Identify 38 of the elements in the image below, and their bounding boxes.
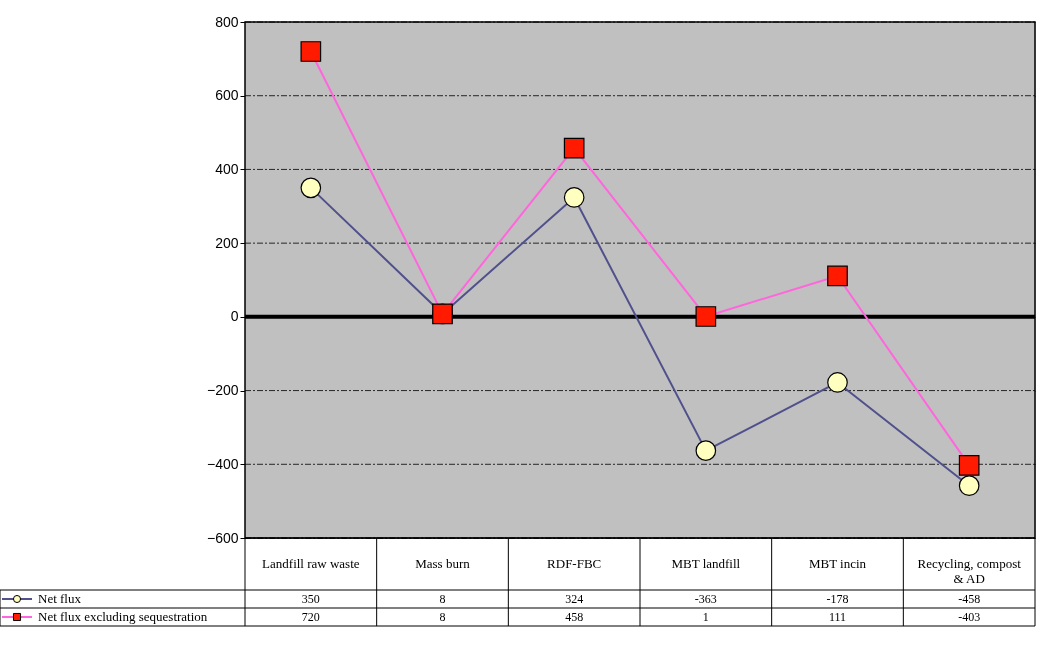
data-label: 8 xyxy=(439,610,446,624)
data-label: 720 xyxy=(301,610,320,624)
point xyxy=(300,177,322,199)
x-tick-label: MBT incin xyxy=(808,556,867,571)
data-label: -363 xyxy=(694,592,717,606)
point xyxy=(695,306,717,327)
point xyxy=(827,265,848,287)
x-tick-label: Recycling, compost & AD xyxy=(917,556,1022,586)
point xyxy=(958,475,980,496)
point xyxy=(563,137,585,159)
y-tick-label: 600 xyxy=(215,87,239,104)
point xyxy=(958,455,980,476)
point xyxy=(563,187,585,208)
x-tick-label: Mass burn xyxy=(415,556,471,571)
point xyxy=(300,41,322,62)
point xyxy=(827,372,848,393)
data-label: -458 xyxy=(958,592,981,606)
y-tick-label: −200 xyxy=(206,382,239,399)
x-tick-label: MBT landfill xyxy=(671,556,741,571)
data-label: 8 xyxy=(439,592,446,606)
y-tick-label: 200 xyxy=(215,234,239,251)
x-tick-label: RDF-FBC xyxy=(547,556,602,571)
data-label: 350 xyxy=(301,592,320,606)
y-tick-label: −400 xyxy=(206,455,239,472)
y-tick-label: 400 xyxy=(215,160,239,177)
data-label: 324 xyxy=(565,592,584,606)
legend-label: Net flux xyxy=(38,591,82,606)
y-tick-label: 0 xyxy=(230,308,239,325)
point xyxy=(695,440,717,461)
data-label: 111 xyxy=(828,610,847,624)
y-tick-label: 800 xyxy=(215,13,239,30)
legend-label: Net flux excluding sequestration xyxy=(38,609,208,624)
data-label: 1 xyxy=(702,610,709,624)
data-label: -403 xyxy=(958,610,981,624)
data-label: 458 xyxy=(565,610,584,624)
data-label: -178 xyxy=(826,592,849,606)
x-tick-label: Landfill raw waste xyxy=(262,556,360,571)
y-tick-label: −600 xyxy=(206,529,239,546)
